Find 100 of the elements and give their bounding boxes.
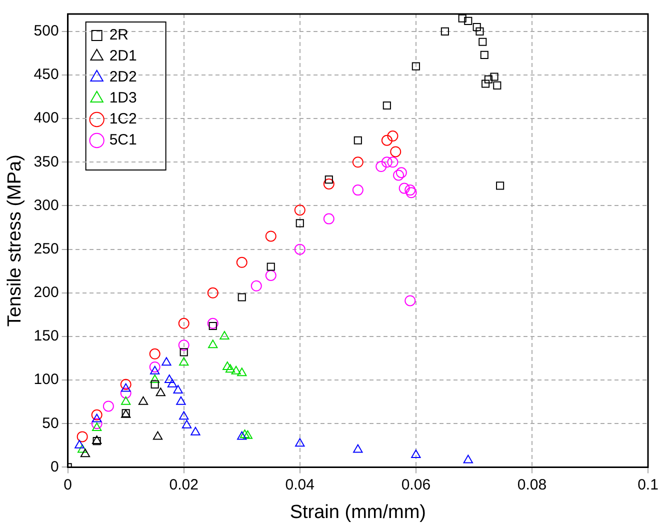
point <box>237 368 247 376</box>
y-tick-label: 350 <box>34 153 59 170</box>
legend-label: 5C1 <box>109 132 137 149</box>
point <box>265 230 276 242</box>
x-tick-label: 0.08 <box>517 476 547 494</box>
point <box>190 426 200 436</box>
point <box>78 444 88 453</box>
point <box>138 396 148 405</box>
point <box>240 429 250 438</box>
point <box>91 409 102 420</box>
point <box>91 418 102 430</box>
point <box>121 396 131 405</box>
point <box>208 340 218 348</box>
point <box>266 262 275 271</box>
point <box>463 454 473 464</box>
point <box>484 75 492 84</box>
point <box>76 431 88 442</box>
point <box>478 38 487 46</box>
point <box>231 366 241 374</box>
point <box>237 431 247 440</box>
point <box>150 374 160 384</box>
point <box>149 348 160 360</box>
point <box>156 388 166 396</box>
point <box>294 244 306 255</box>
point <box>493 81 502 90</box>
point <box>162 357 172 366</box>
y-tick-label: 500 <box>34 22 59 40</box>
legend-label: 2D1 <box>109 48 137 65</box>
point <box>295 438 305 447</box>
point <box>176 396 186 405</box>
y-tick-label: 0 <box>50 458 59 476</box>
point <box>404 295 416 306</box>
point <box>149 361 160 372</box>
y-tick-label: 400 <box>34 110 59 127</box>
y-tick-label: 450 <box>34 66 59 84</box>
point <box>74 440 84 448</box>
legend-label: 2D2 <box>109 68 137 86</box>
x-tick-label: 0.06 <box>401 476 431 494</box>
point <box>150 366 160 374</box>
x-tick-label: 0 <box>64 476 72 494</box>
point <box>476 27 484 36</box>
point <box>406 187 417 198</box>
point <box>398 182 410 194</box>
point <box>387 156 398 168</box>
point <box>150 380 159 388</box>
point <box>180 348 188 356</box>
x-tick-label: 0.02 <box>169 476 198 494</box>
point <box>472 23 481 32</box>
point <box>102 400 114 412</box>
y-tick-label: 150 <box>34 328 59 345</box>
point <box>120 388 132 399</box>
point <box>490 72 498 81</box>
point <box>381 156 392 168</box>
point <box>352 184 364 196</box>
point <box>92 422 102 431</box>
point <box>220 330 230 340</box>
point <box>208 322 217 330</box>
point <box>412 62 420 70</box>
legend-label: 2R <box>109 26 129 44</box>
point <box>480 50 488 59</box>
point <box>179 357 189 366</box>
point <box>458 14 466 22</box>
point <box>92 414 102 422</box>
point <box>236 256 248 268</box>
point <box>173 385 183 394</box>
y-tick-label: 300 <box>34 196 59 214</box>
y-tick-label: 50 <box>42 414 59 432</box>
point <box>496 182 504 190</box>
point <box>179 411 189 420</box>
x-axis-title: Strain (mm/mm) <box>290 502 426 523</box>
point <box>207 318 218 329</box>
point <box>294 204 306 216</box>
point <box>404 184 416 196</box>
point <box>390 146 402 158</box>
point <box>164 374 174 384</box>
point <box>354 136 362 144</box>
point <box>396 167 407 178</box>
point <box>238 293 246 302</box>
point <box>178 318 190 329</box>
point <box>482 80 490 88</box>
point <box>121 383 131 392</box>
point <box>250 280 262 292</box>
legend-label: 1D3 <box>109 90 137 107</box>
y-axis-title: Tensile stress (MPa) <box>4 154 26 327</box>
x-tick-label: 0.04 <box>285 476 314 494</box>
point <box>353 444 363 453</box>
point <box>440 27 449 36</box>
point <box>152 431 163 440</box>
point <box>120 378 132 390</box>
point <box>222 361 232 370</box>
point <box>265 270 276 281</box>
point <box>80 448 90 458</box>
point <box>381 134 392 146</box>
point <box>178 340 190 351</box>
y-tick-label: 250 <box>34 240 59 258</box>
point <box>242 430 253 439</box>
point <box>376 161 387 172</box>
point <box>393 170 404 181</box>
y-tick-label: 200 <box>34 284 59 302</box>
point <box>352 156 364 168</box>
